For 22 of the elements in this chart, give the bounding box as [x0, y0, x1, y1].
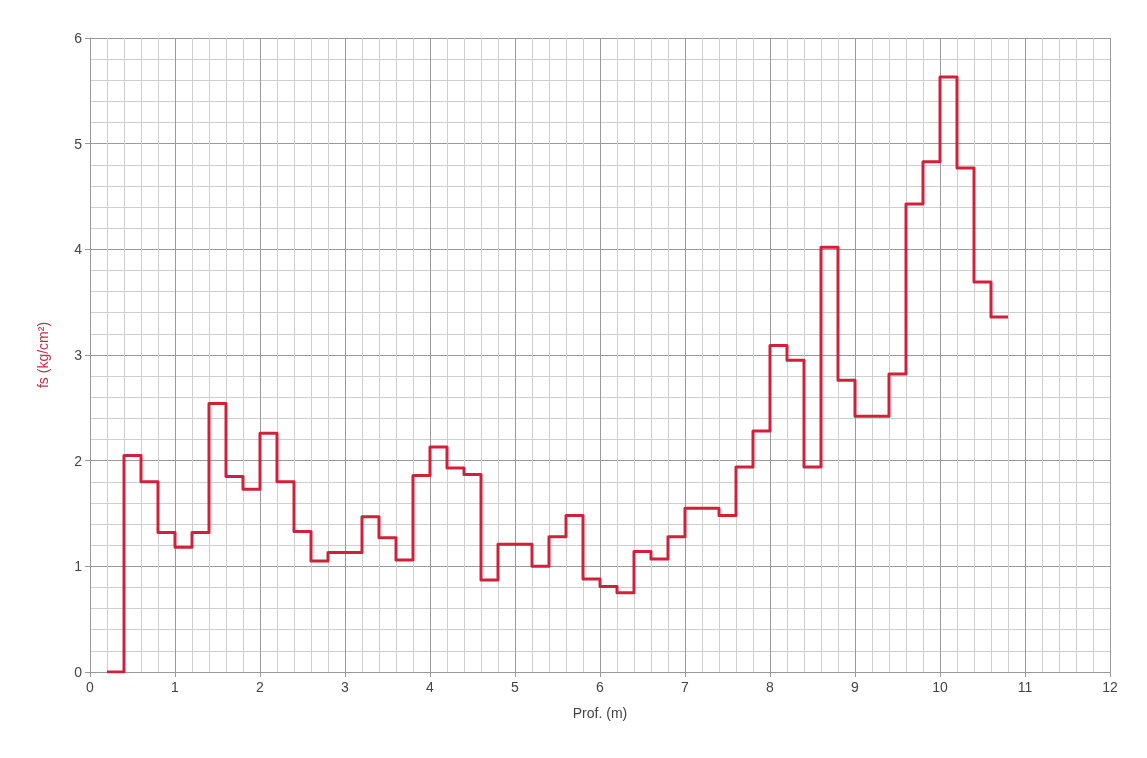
y-tick-label: 2: [74, 452, 83, 469]
y-axis-title: fs (kg/cm²): [35, 321, 51, 389]
y-tick-label: 0: [74, 664, 83, 680]
x-tick-label: 9: [851, 679, 860, 695]
x-tick-label: 11: [1017, 679, 1033, 695]
x-tick-label: 0: [86, 679, 95, 695]
x-tick-label: 2: [256, 679, 265, 695]
x-tick-label: 4: [426, 679, 435, 695]
y-tick-label: 5: [74, 135, 83, 152]
y-tick-label: 6: [74, 30, 83, 46]
y-tick-label: 1: [74, 558, 83, 575]
x-tick-label: 5: [511, 679, 520, 695]
x-tick-label: 6: [596, 679, 605, 695]
x-tick-label: 3: [341, 679, 350, 695]
x-tick-label: 10: [932, 679, 948, 695]
x-tick-label: 7: [681, 679, 690, 695]
x-tick-label: 8: [766, 679, 775, 695]
x-tick-label: 1: [171, 679, 180, 695]
y-tick-label: 3: [74, 347, 83, 363]
x-tick-label: 12: [1102, 679, 1118, 695]
y-tick-label: 4: [74, 241, 83, 258]
x-axis-title: Prof. (m): [572, 705, 628, 721]
